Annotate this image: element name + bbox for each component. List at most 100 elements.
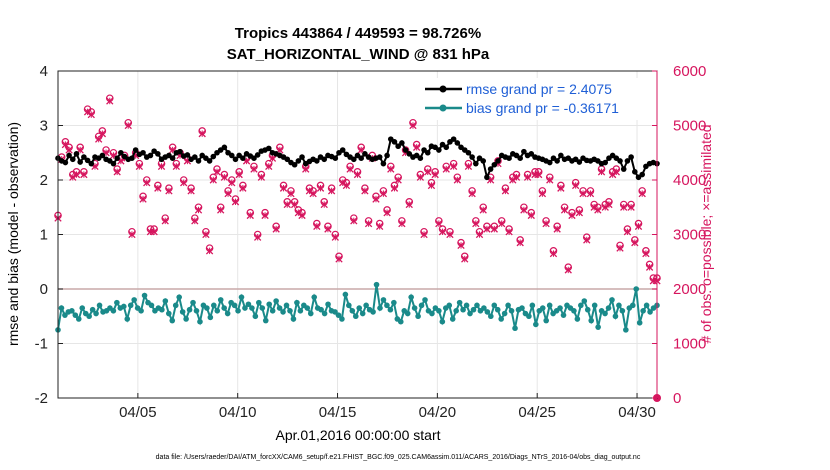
bias-point-55: [245, 301, 252, 308]
bias-point-166: [629, 302, 636, 309]
rmse-point-155: [628, 154, 634, 160]
bias-point-12: [96, 302, 103, 309]
bias-point-106: [422, 297, 428, 303]
obs-assimilated-point-100: [424, 168, 432, 176]
obs-assimilated-point-66: [298, 211, 306, 220]
obs-assimilated-point-75: [331, 233, 339, 241]
bias-point-52: [235, 308, 241, 314]
rmse-point-37: [192, 154, 198, 160]
obs-assimilated-point-109: [457, 241, 465, 250]
bias-point-96: [387, 306, 394, 313]
bias-point-35: [176, 294, 182, 300]
obs-assimilated-point-49: [235, 170, 243, 179]
obs-assimilated-point-73: [324, 225, 332, 233]
bias-point-94: [380, 297, 387, 303]
bias-point-27: [148, 302, 155, 309]
rmse-point-8: [84, 157, 91, 164]
bias-point-66: [283, 302, 290, 309]
bias-point-120: [470, 306, 477, 313]
bias-point-62: [269, 308, 276, 314]
obs-assimilated-point-105: [442, 165, 450, 173]
rmse-point-148: [602, 159, 609, 166]
bias-point-39: [190, 299, 196, 306]
rmse-series-layer: [55, 136, 660, 181]
bias-point-160: [609, 297, 615, 303]
obs-assimilated-point-28: [157, 162, 166, 171]
left-y-tick-label-6: 4: [40, 63, 48, 80]
bias-point-40: [193, 308, 200, 314]
rmse-point-83: [362, 151, 368, 157]
rmse-point-21: [132, 147, 139, 153]
obs-assimilated-point-108: [453, 176, 461, 184]
bias-point-118: [463, 302, 470, 309]
bias-point-95: [384, 302, 390, 309]
bias-point-19: [120, 303, 127, 310]
rmse-point-2: [62, 159, 69, 166]
obs-assimilated-point-145: [590, 203, 598, 211]
rmse-point-111: [465, 149, 472, 156]
x-tick-label-3: 04/20: [419, 404, 457, 421]
rmse-point-88: [380, 160, 387, 167]
obs-assimilated-point-150: [608, 170, 617, 179]
obs-assimilated-point-146: [594, 206, 602, 214]
obs-assimilated-point-159: [642, 249, 650, 258]
rmse-point-122: [506, 155, 512, 161]
obs-assimilated-point-124: [512, 173, 521, 181]
rmse-point-33: [177, 148, 183, 155]
bias-point-78: [325, 301, 331, 308]
obs-assimilated-point-61: [279, 184, 288, 192]
bias-point-68: [290, 316, 297, 322]
obs-assimilated-point-104: [438, 228, 447, 236]
right-y-tick-label-0: 0: [673, 390, 681, 407]
obs-assimilated-point-72: [320, 200, 328, 209]
bias-point-59: [259, 305, 266, 311]
obs-assimilated-point-143: [583, 236, 591, 244]
obs-assimilated-point-14: [106, 97, 114, 105]
bias-point-82: [339, 316, 345, 322]
rmse-point-6: [77, 159, 83, 165]
rmse-point-100: [424, 149, 431, 156]
obs-assimilated-point-83: [361, 187, 369, 195]
bias-point-156: [595, 324, 601, 330]
obs-assimilated-point-39: [198, 130, 206, 138]
bias-point-25: [141, 292, 148, 299]
rmse-point-156: [632, 169, 638, 175]
bias-point-92: [373, 281, 380, 288]
left-y-tick-label-4: 2: [40, 172, 48, 189]
rmse-point-107: [450, 136, 457, 142]
bias-point-150: [574, 316, 581, 322]
obs-assimilated-point-59: [272, 225, 280, 233]
x-tick-label-1: 04/10: [219, 404, 257, 421]
bias-point-72: [304, 305, 311, 311]
left-y-tick-label-1: -1: [35, 336, 48, 353]
left-y-axis-ticks: -2 -1 0 1 2 3 4: [35, 63, 63, 407]
left-y-tick-label-0: -2: [35, 390, 48, 407]
bias-point-49: [224, 310, 231, 317]
bias-point-131: [508, 308, 515, 314]
rmse-point-125: [517, 155, 523, 161]
rmse-point-16: [114, 155, 120, 161]
bias-point-91: [370, 309, 376, 315]
bias-point-63: [273, 298, 279, 304]
right-y-axis-ticks: 0 1000 2000 3000 4000 5000 6000: [652, 63, 706, 407]
bias-point-43: [204, 305, 210, 311]
x-axis-ticks: 04/05 04/10 04/15 04/20 04/25 04/30: [119, 393, 656, 421]
bias-point-51: [231, 302, 238, 309]
obs-assimilated-point-103: [435, 219, 443, 228]
rmse-point-9: [88, 160, 95, 167]
obs-assimilated-point-130: [535, 170, 543, 179]
rmse-point-103: [436, 147, 442, 153]
bias-point-140: [539, 305, 546, 311]
obs-assimilated-point-3: [65, 146, 73, 154]
obs-assimilated-point-155: [627, 203, 635, 211]
bias-point-30: [159, 306, 165, 313]
obs-assimilated-point-53: [250, 165, 258, 173]
right-y-tick-label-1: 1000: [673, 336, 706, 353]
obs-assimilated-point-152: [616, 244, 624, 252]
right-y-tick-label-5: 5000: [673, 118, 706, 135]
rmse-point-135: [554, 158, 560, 164]
obs-assimilated-point-38: [194, 206, 203, 214]
bias-point-97: [391, 299, 397, 306]
obs-assimilated-point-79: [346, 165, 354, 173]
obs-assimilated-point-50: [239, 184, 247, 192]
